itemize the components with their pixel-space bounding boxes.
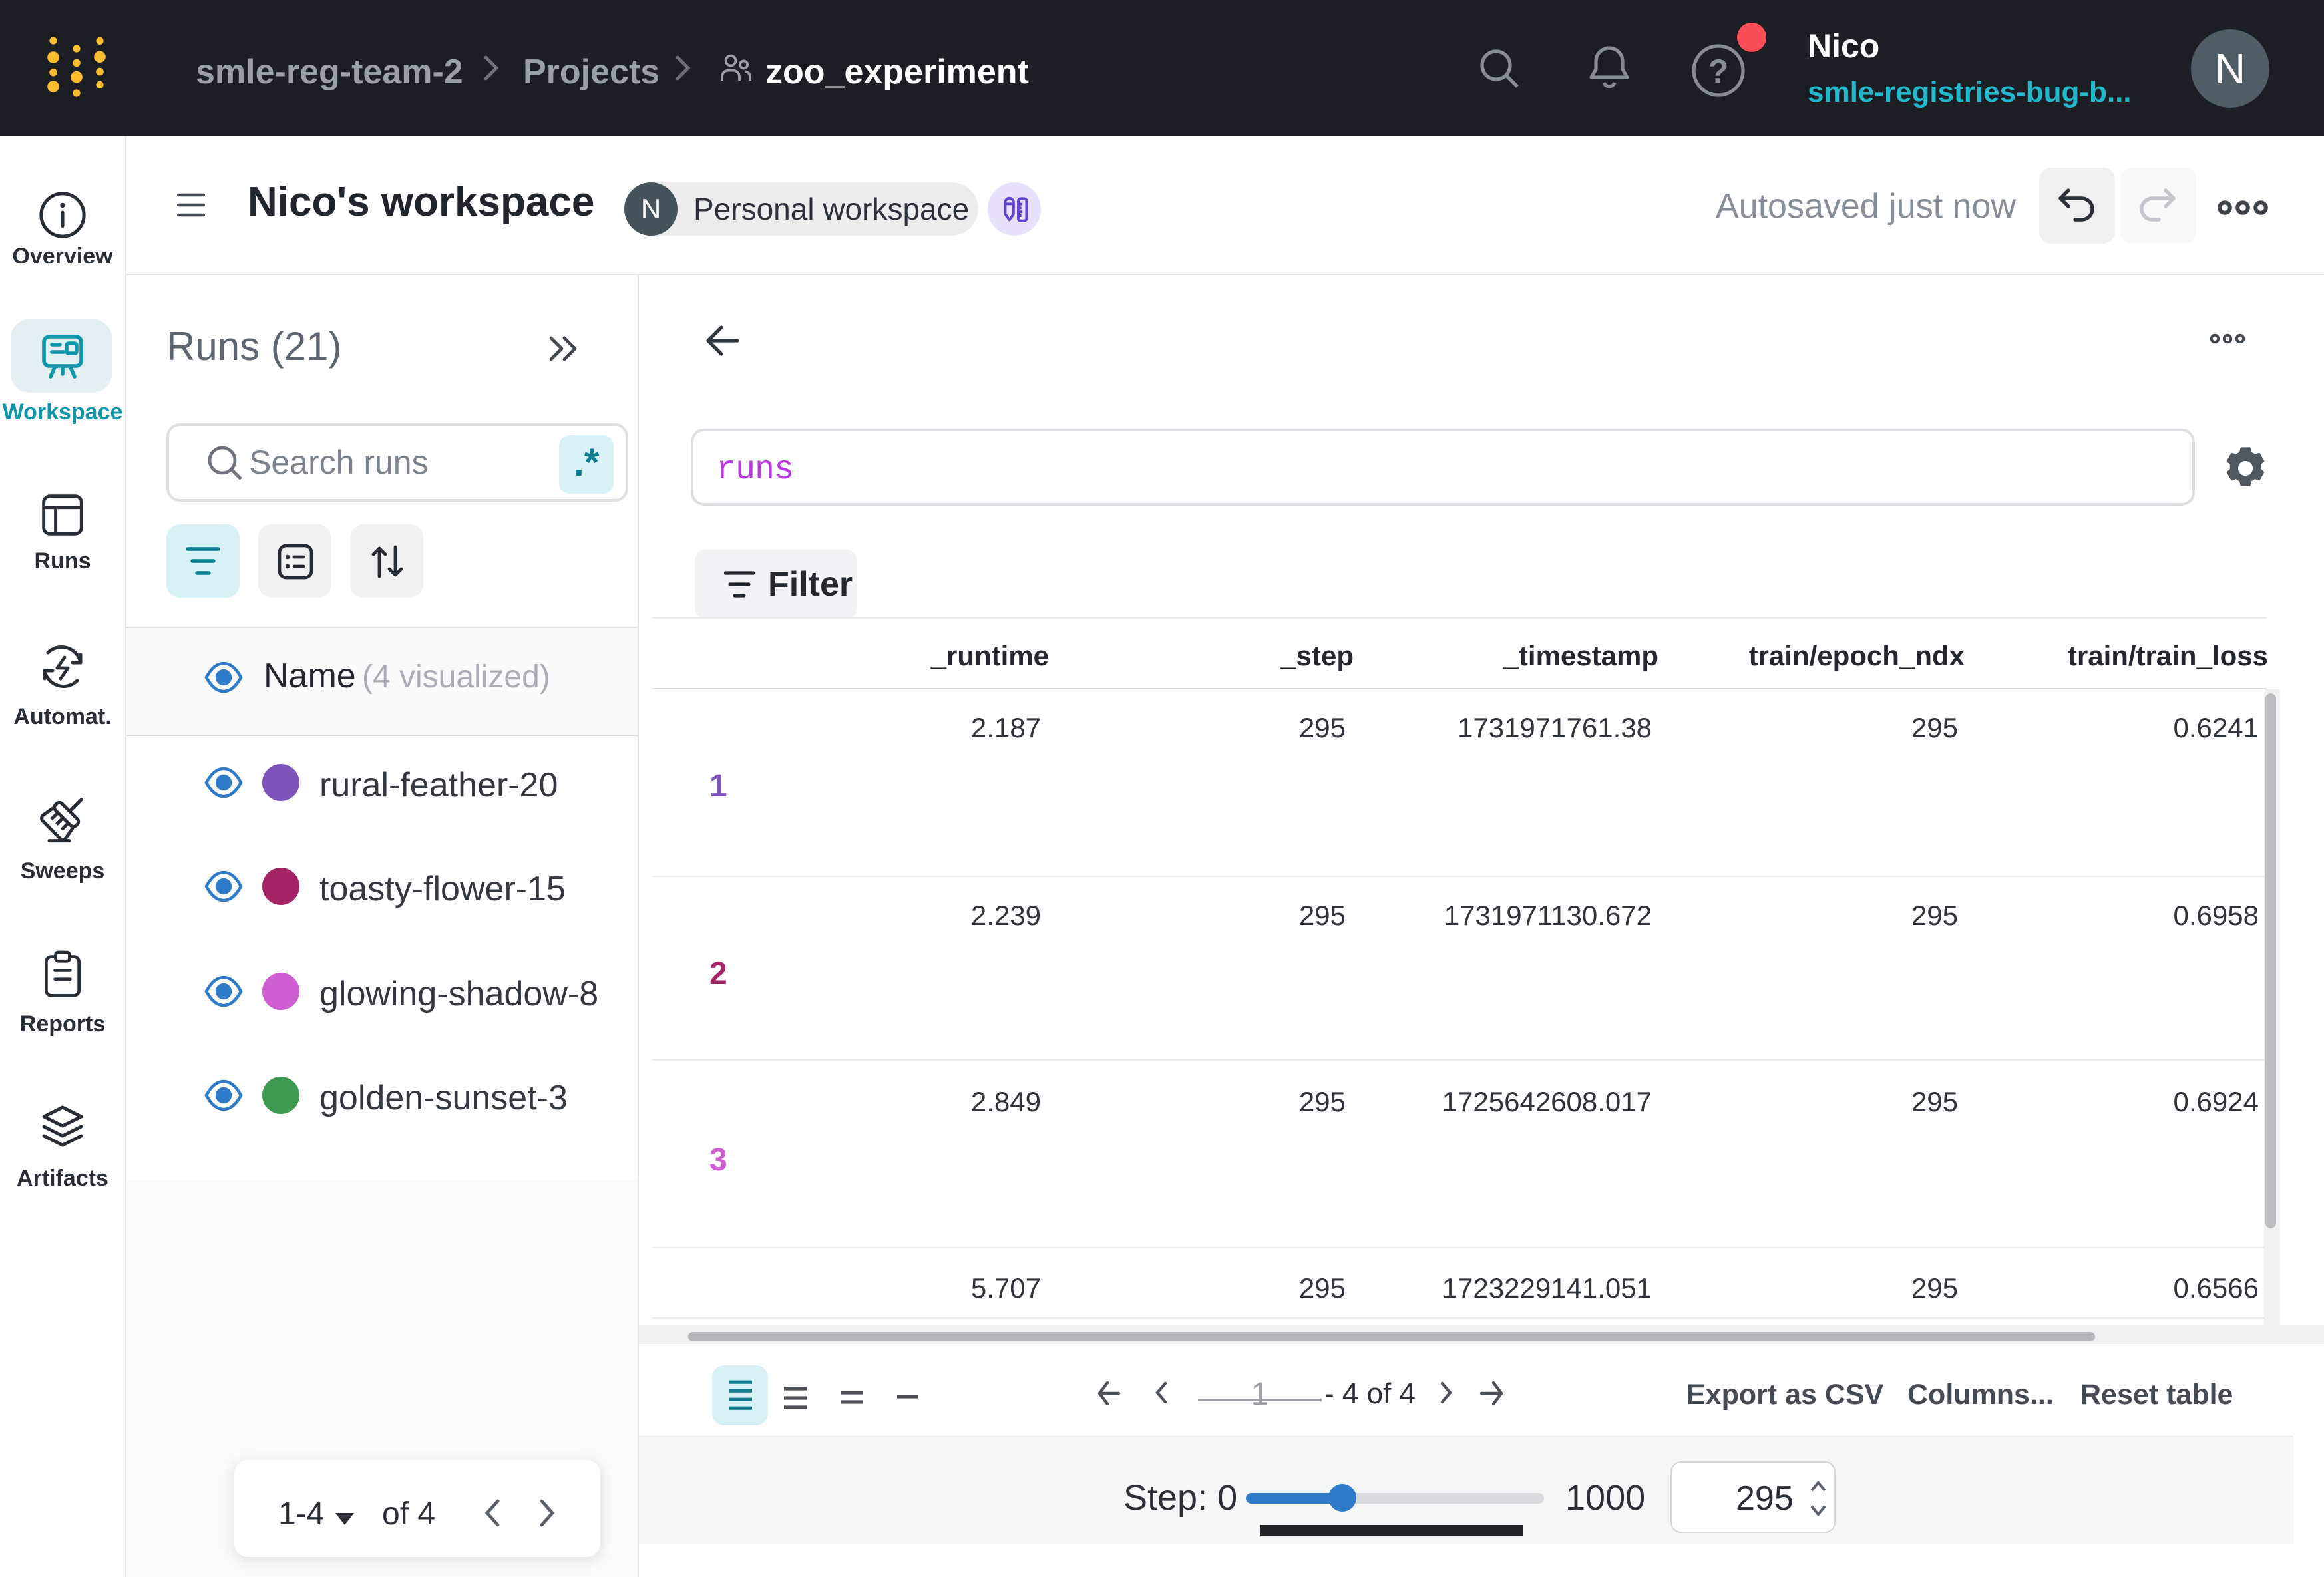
svg-text:?: ? [1708,53,1729,90]
